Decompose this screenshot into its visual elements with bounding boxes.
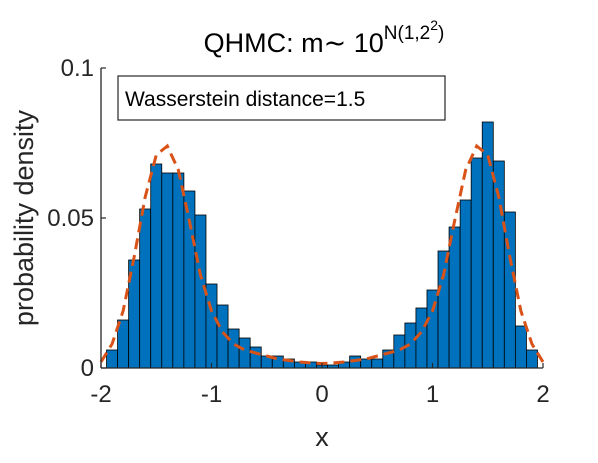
x-tick-label: 1 xyxy=(426,381,439,408)
histogram-bar xyxy=(360,358,373,369)
histogram-bar xyxy=(514,325,527,369)
histogram-bar xyxy=(371,358,384,369)
wasserstein-label: Wasserstein distance=1.5 xyxy=(125,88,365,111)
x-tick-label: -2 xyxy=(90,381,111,408)
chart-title: QHMC: m∼ 10N(1,22) xyxy=(204,17,445,58)
chart-title-sup: N(1,2 xyxy=(384,23,430,44)
histogram-bars xyxy=(106,121,538,369)
chart-title-close: ) xyxy=(438,23,444,44)
y-tick-label: 0.1 xyxy=(61,55,94,82)
histogram-bar xyxy=(150,163,163,369)
chart-title-main: QHMC: m∼ 10 xyxy=(204,28,384,58)
histogram-bar xyxy=(183,190,196,369)
y-axis-label: probability density xyxy=(9,109,39,326)
histogram-bar xyxy=(470,157,483,369)
x-tick-label: 2 xyxy=(536,381,549,408)
histogram-bar xyxy=(448,226,461,369)
histogram-bar xyxy=(503,211,516,369)
chart-title-sup2: 2 xyxy=(430,17,438,33)
y-tick-label: 0 xyxy=(81,355,94,382)
x-tick-label: 0 xyxy=(315,381,328,408)
x-axis-label: x xyxy=(315,422,329,452)
histogram-bar xyxy=(238,337,251,369)
histogram-bar xyxy=(393,334,406,369)
histogram-bar xyxy=(161,172,174,369)
histogram-bar xyxy=(459,199,472,369)
annotation-box: Wasserstein distance=1.5 xyxy=(117,75,446,121)
histogram-bar xyxy=(249,346,262,369)
histogram-bar xyxy=(139,208,152,369)
histogram-bar xyxy=(106,349,118,369)
histogram-bar xyxy=(172,172,185,369)
x-ticks: -2 -1 0 1 2 xyxy=(90,363,550,408)
y-ticks: 0 0.05 0.1 xyxy=(47,55,106,382)
y-tick-label: 0.05 xyxy=(47,205,94,232)
histogram-bar xyxy=(205,283,218,369)
histogram-bar xyxy=(227,328,240,369)
histogram-bar xyxy=(526,349,538,369)
x-tick-label: -1 xyxy=(201,381,222,408)
